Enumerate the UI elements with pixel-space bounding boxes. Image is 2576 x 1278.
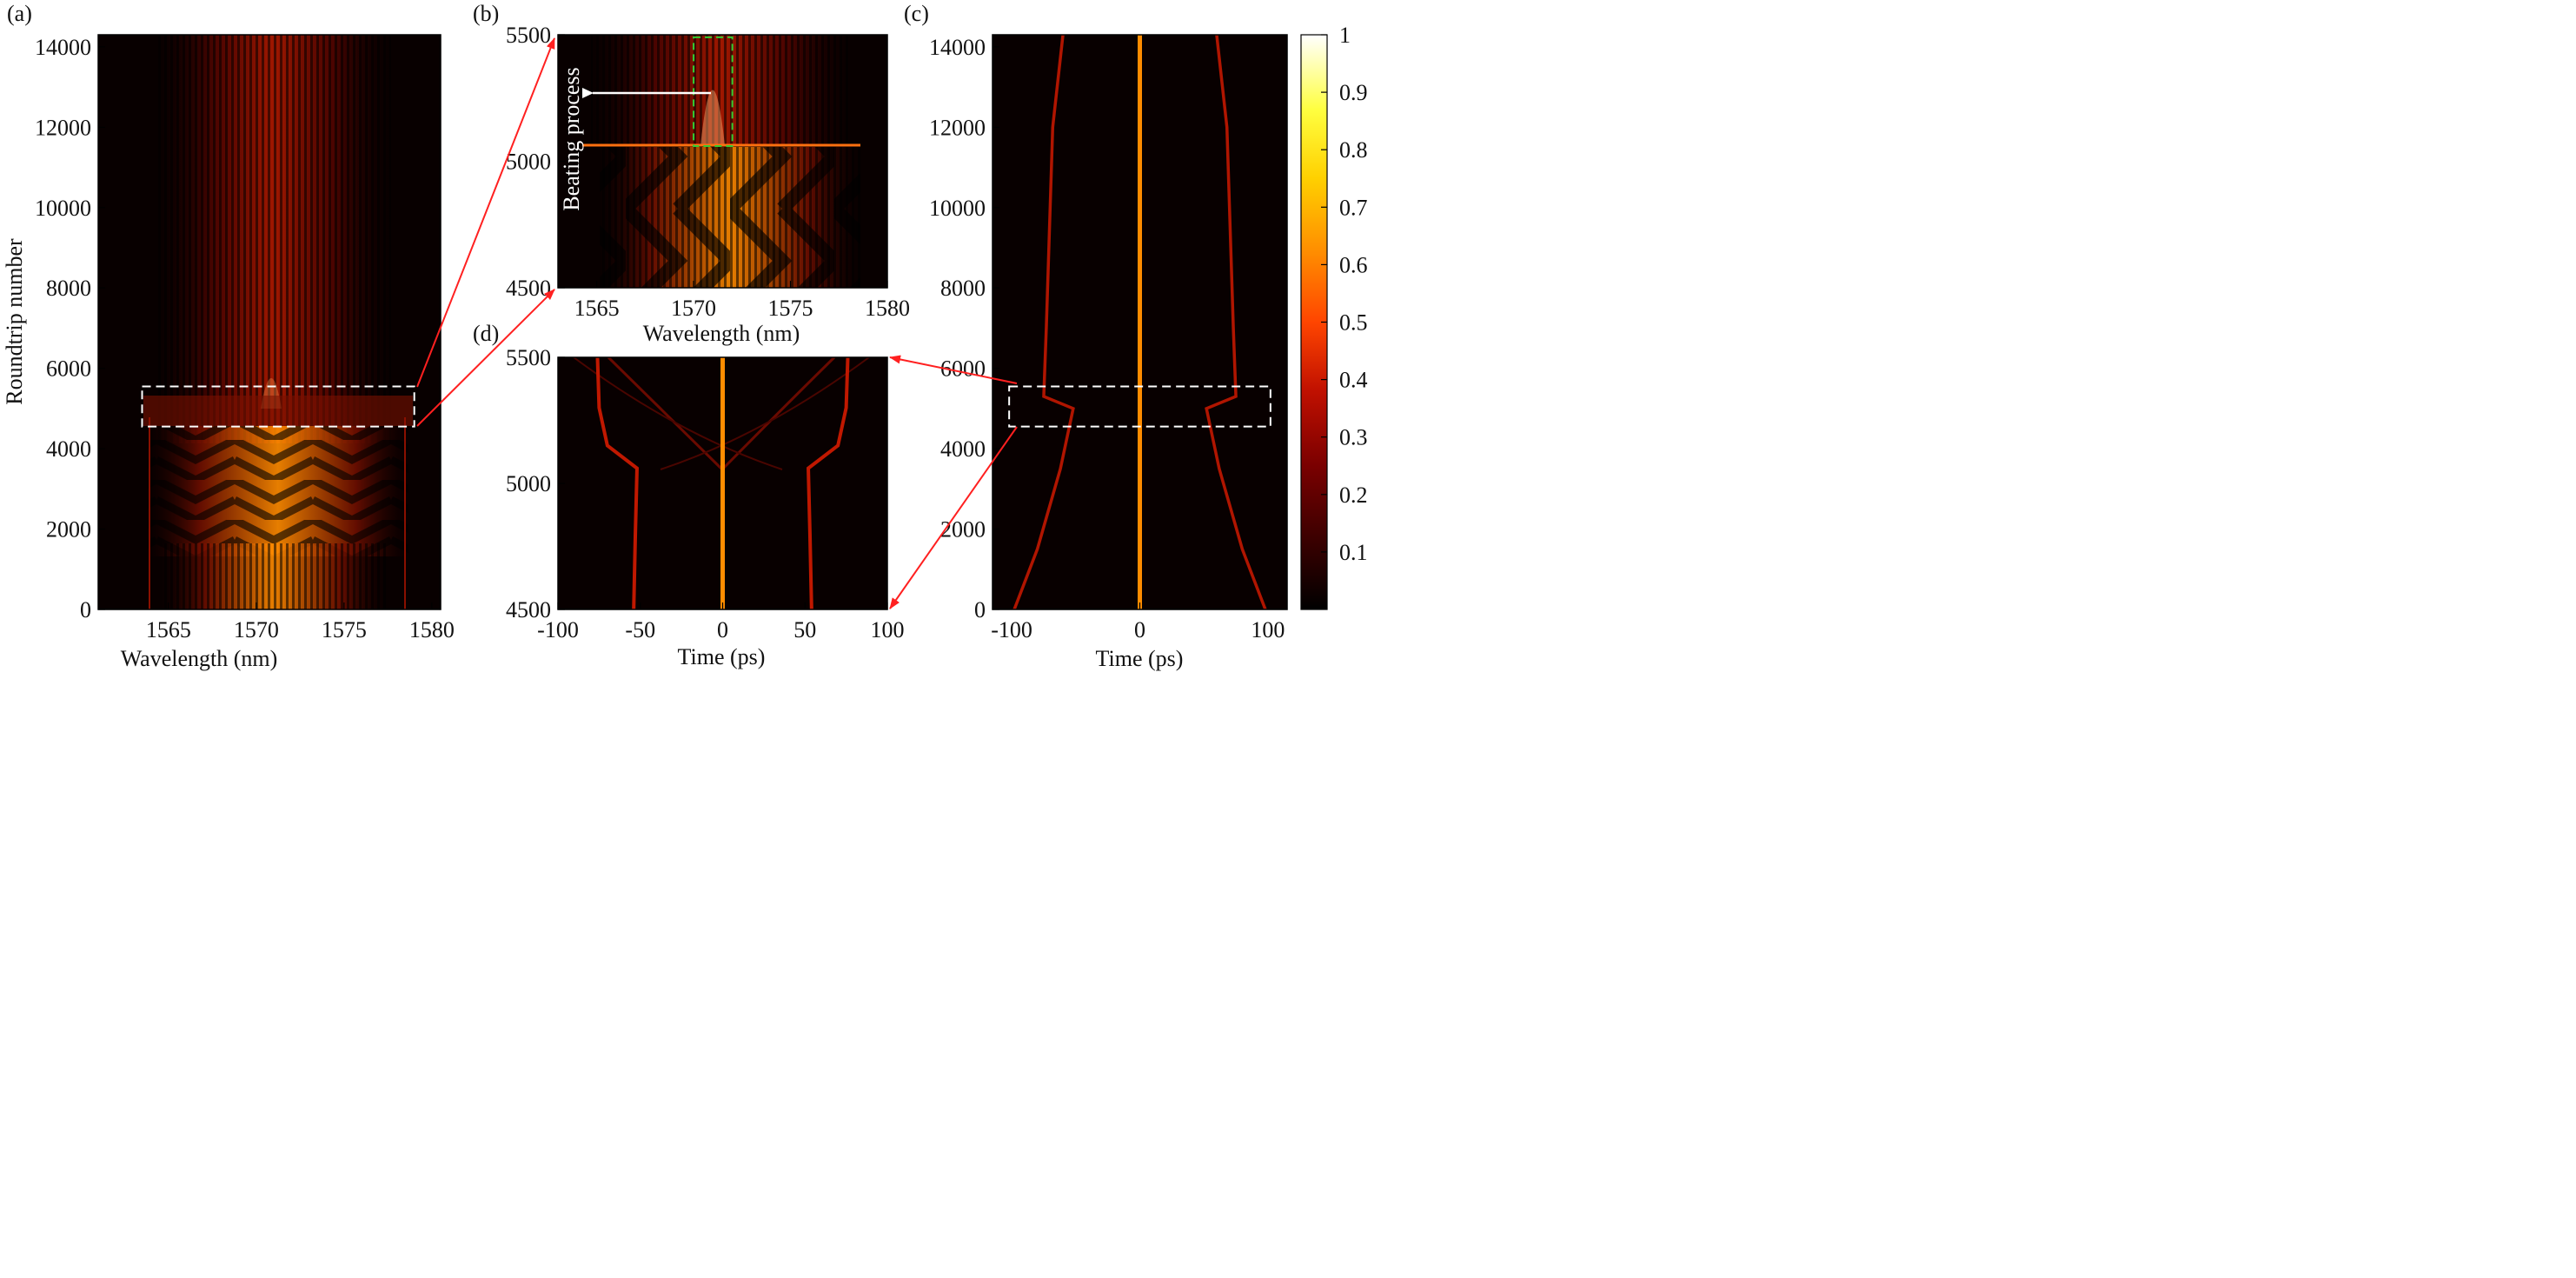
panel-a-beating-pattern bbox=[148, 426, 408, 556]
arrow-a-to-b-top bbox=[416, 37, 555, 388]
arrow-c-to-d-bottom bbox=[889, 426, 1018, 609]
panel-a-y-tick-label: 8000 bbox=[46, 276, 91, 301]
panel-d-x-tick-label: -100 bbox=[537, 617, 579, 642]
panel-c-y-tick-label: 2000 bbox=[940, 517, 986, 542]
panel-c-x-tick-label: -100 bbox=[991, 617, 1032, 642]
panel-d-crossing-traces bbox=[607, 357, 836, 471]
panel-c-y-tick-label: 4000 bbox=[940, 436, 986, 462]
panel-b-y-tick-label: 5500 bbox=[506, 23, 551, 48]
panel-b-upper-fringes bbox=[591, 35, 852, 145]
panel-c-y-tick-label: 12000 bbox=[929, 115, 986, 140]
panel-b-beating-fringes bbox=[600, 147, 860, 288]
panel-b-x-tick-label: 1575 bbox=[768, 296, 813, 321]
panel-d-y-tick-label: 4500 bbox=[506, 597, 551, 622]
panel-c-x-tick-label: 0 bbox=[1134, 617, 1145, 642]
panel-a-x-tick-label: 1575 bbox=[322, 617, 367, 642]
panel-c-x-axis-label: Time (ps) bbox=[1096, 646, 1184, 671]
panel-b-green-box bbox=[693, 36, 734, 148]
colorbar-ticks: 0.1 0.2 0.3 0.4 0.5 0.6 0.7 0.8 0.9 1 bbox=[1321, 23, 1368, 565]
panel-b-x-ticks: 1565 1570 1575 1580 bbox=[574, 281, 910, 321]
panel-a-y-tick-label: 4000 bbox=[46, 436, 91, 462]
panel-a-x-tick-label: 1580 bbox=[409, 617, 455, 642]
panel-d-x-axis-label: Time (ps) bbox=[678, 644, 766, 669]
panel-d-crossing-traces-2 bbox=[573, 357, 870, 470]
panel-d-y-tick-label: 5500 bbox=[506, 345, 551, 370]
panel-d-x-tick-label: -50 bbox=[625, 617, 655, 642]
colorbar-tick-label: 1 bbox=[1339, 23, 1351, 48]
colorbar-tick-label: 0.9 bbox=[1339, 80, 1368, 105]
panel-c-x-ticks: -100 0 100 bbox=[991, 602, 1285, 642]
colorbar-tick-label: 0.6 bbox=[1339, 252, 1368, 277]
panel-a-y-ticks: 0 2000 4000 6000 8000 10000 12000 14000 bbox=[35, 35, 105, 622]
panel-d-x-tick-label: 0 bbox=[717, 617, 728, 642]
panel-b-cusp bbox=[700, 90, 725, 145]
panel-c-letter: (c) bbox=[904, 1, 929, 26]
colorbar-tick-label: 0.2 bbox=[1339, 483, 1368, 508]
panel-c-track-left bbox=[1012, 35, 1075, 609]
colorbar-tick-label: 0.8 bbox=[1339, 137, 1368, 163]
panel-d-track-left bbox=[595, 357, 639, 609]
panel-d: -100 -50 0 50 100 4500 5000 5500 Time (ps) (d) bbox=[473, 321, 905, 669]
panel-b: 1565 1570 1575 1580 4500 5000 5500 Beating pr… bbox=[473, 1, 910, 346]
arrow-a-to-b-bottom bbox=[416, 289, 555, 427]
panel-d-y-ticks: 4500 5000 5500 bbox=[506, 345, 565, 622]
panel-a-y-tick-label: 0 bbox=[80, 597, 91, 622]
panel-d-x-ticks: -100 -50 0 50 100 bbox=[537, 602, 905, 642]
panel-c-heatmap bbox=[1012, 35, 1267, 609]
panel-b-heatmap bbox=[582, 35, 860, 288]
panel-c-y-tick-label: 0 bbox=[974, 597, 986, 622]
panel-a-highlight-box bbox=[141, 385, 415, 428]
panel-a-y-tick-label: 10000 bbox=[35, 196, 91, 221]
panel-a-y-tick-label: 2000 bbox=[46, 517, 91, 542]
panel-b-x-tick-label: 1570 bbox=[671, 296, 716, 321]
panel-a-heatmap bbox=[143, 35, 413, 609]
colorbar-tick-label: 0.1 bbox=[1339, 540, 1368, 565]
panel-b-beating-label: Beating process bbox=[559, 67, 584, 210]
panel-b-letter: (b) bbox=[473, 1, 499, 26]
panel-d-y-tick-label: 5000 bbox=[506, 471, 551, 496]
panel-b-x-axis-label: Wavelength (nm) bbox=[643, 321, 800, 346]
panel-c-highlight-box bbox=[1008, 385, 1271, 428]
panel-a-y-tick-label: 14000 bbox=[35, 35, 91, 60]
panel-c-y-tick-label: 10000 bbox=[929, 196, 986, 221]
colorbar-tick-label: 0.5 bbox=[1339, 310, 1368, 336]
panel-d-x-tick-label: 100 bbox=[871, 617, 905, 642]
panel-b-y-ticks: 4500 5000 5500 bbox=[506, 23, 565, 301]
panel-d-track-right bbox=[807, 357, 850, 609]
panel-c-y-tick-label: 14000 bbox=[929, 35, 986, 60]
panel-b-x-tick-label: 1565 bbox=[574, 296, 620, 321]
panel-c: -100 0 100 0200040006000800010000120001400… bbox=[904, 1, 1288, 671]
panel-a-x-tick-label: 1565 bbox=[146, 617, 191, 642]
panel-a-frame bbox=[97, 34, 442, 610]
panel-a-transition-band bbox=[143, 396, 413, 426]
panel-b-x-tick-label: 1580 bbox=[865, 296, 910, 321]
panel-c-y-tick-label: 8000 bbox=[940, 276, 986, 301]
colorbar-tick-label: 0.7 bbox=[1339, 195, 1368, 220]
panel-c-x-tick-label: 100 bbox=[1251, 617, 1285, 642]
panel-a-y-tick-label: 6000 bbox=[46, 356, 91, 382]
annotation-arrows bbox=[416, 37, 1018, 609]
panel-a: 1565 1570 1575 1580 0 2000 4000 6000 8000 10000 1… bbox=[2, 1, 455, 671]
panel-d-heatmap bbox=[573, 357, 870, 609]
colorbar-tick-label: 0.4 bbox=[1339, 368, 1368, 393]
panel-a-bottom-fringes bbox=[161, 543, 387, 609]
panel-d-x-tick-label: 50 bbox=[793, 617, 816, 642]
panel-a-x-ticks: 1565 1570 1575 1580 bbox=[146, 602, 455, 642]
panel-a-y-axis-label: Roundtrip number bbox=[2, 238, 27, 405]
panel-a-upper-fringes bbox=[156, 35, 391, 443]
panel-c-track-right bbox=[1205, 35, 1267, 609]
colorbar: 0.1 0.2 0.3 0.4 0.5 0.6 0.7 0.8 0.9 1 bbox=[1300, 23, 1368, 610]
colorbar-tick-label: 0.3 bbox=[1339, 425, 1368, 450]
panel-b-y-tick-label: 5000 bbox=[506, 150, 551, 175]
arrow-c-to-d-top bbox=[889, 355, 1018, 384]
panel-a-x-tick-label: 1570 bbox=[234, 617, 279, 642]
panel-b-y-tick-label: 4500 bbox=[506, 276, 551, 301]
panel-d-letter: (d) bbox=[473, 321, 499, 346]
panel-a-y-tick-label: 12000 bbox=[35, 115, 91, 140]
panel-a-letter: (a) bbox=[7, 1, 32, 26]
panel-a-x-axis-label: Wavelength (nm) bbox=[121, 646, 278, 671]
